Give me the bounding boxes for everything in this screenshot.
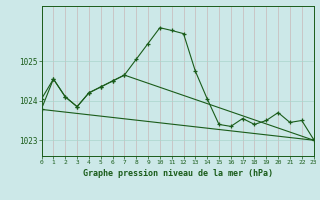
X-axis label: Graphe pression niveau de la mer (hPa): Graphe pression niveau de la mer (hPa) <box>83 169 273 178</box>
